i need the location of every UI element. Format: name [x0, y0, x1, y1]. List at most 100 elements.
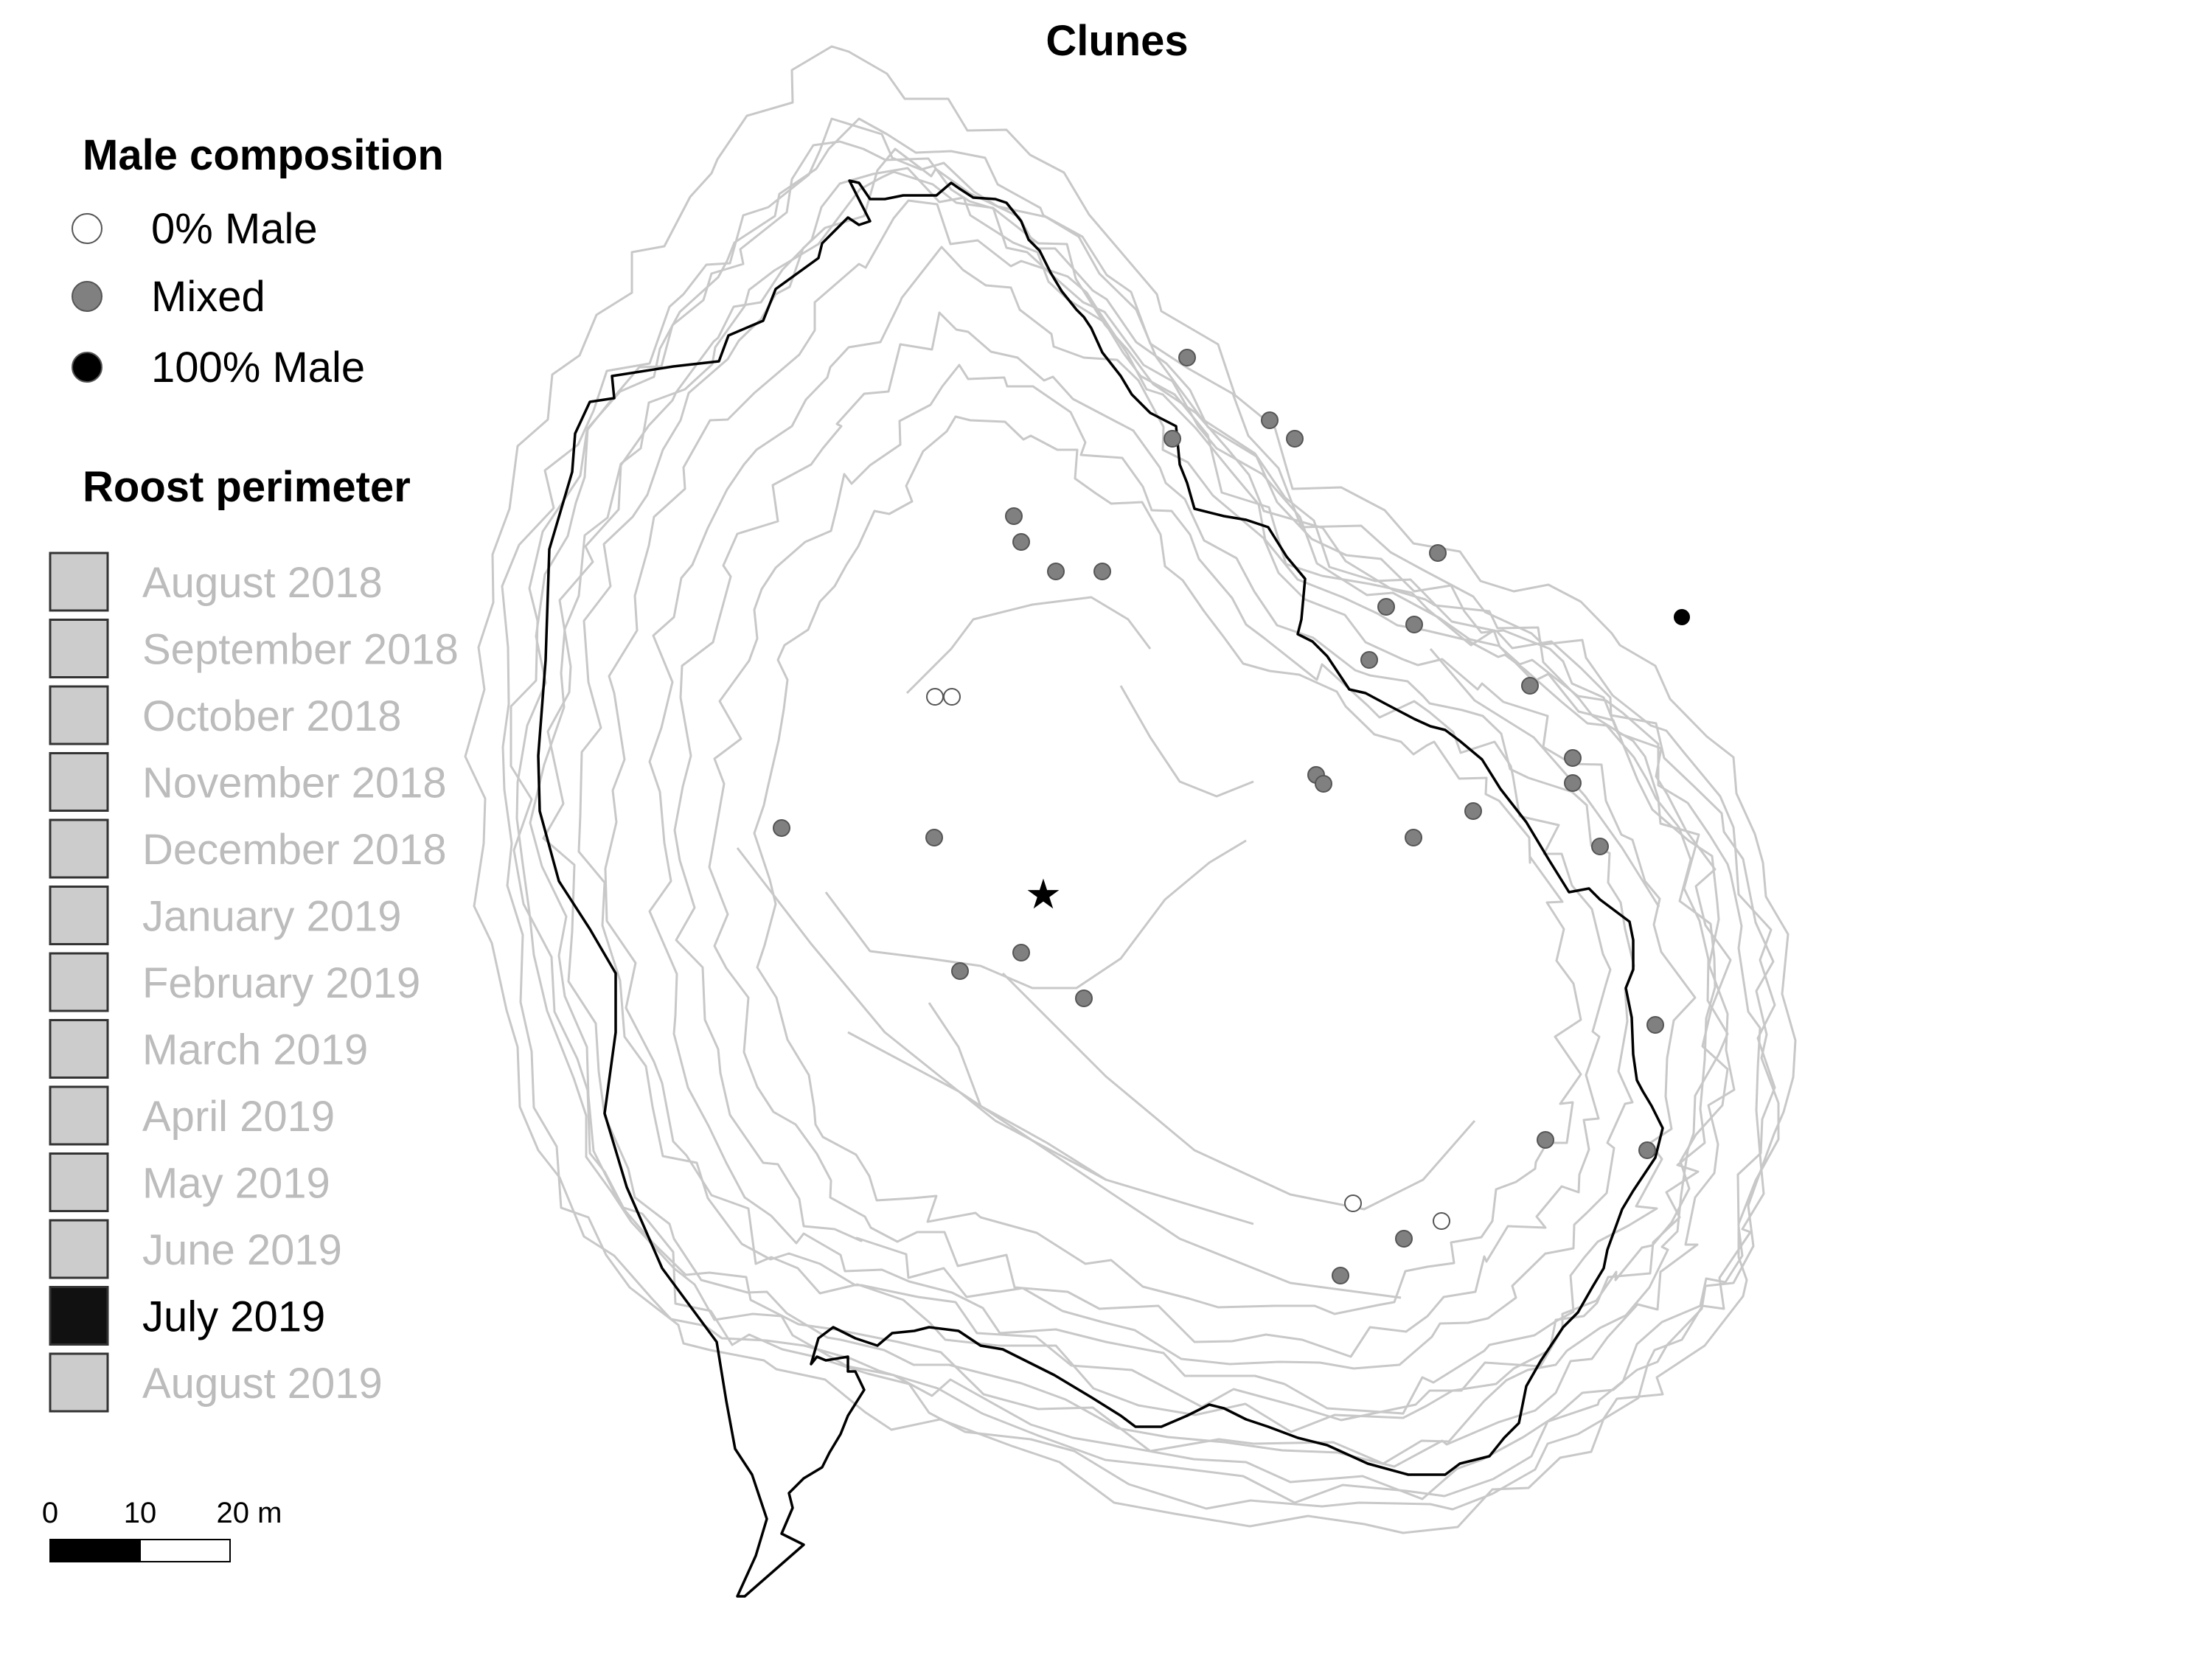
mixed-location-marker	[1537, 1131, 1554, 1149]
zero-male-location-marker	[926, 688, 944, 706]
legend-item-perimeter-8: April 2019	[49, 1085, 335, 1146]
mixed-location-marker	[1360, 651, 1378, 669]
legend-label-perimeter: April 2019	[142, 1093, 335, 1141]
legend-label-male: 100% Male	[151, 344, 365, 392]
perimeter-3	[604, 199, 1717, 1433]
legend-male-composition: Male composition 0% Male Mixed 100% Male	[72, 131, 444, 392]
scale-label-0: 0	[42, 1497, 58, 1529]
perimeter-inner-7	[1429, 648, 1660, 908]
perimeter-inner-3	[847, 1031, 1402, 1299]
scale-label-10: 10	[124, 1497, 157, 1529]
perimeter-inner-1	[905, 596, 1152, 695]
bat-locations	[773, 349, 1690, 1284]
zero-male-location-marker	[1433, 1212, 1450, 1230]
legend-swatch	[49, 619, 109, 678]
map-title: Clunes	[1046, 17, 1188, 65]
legend-swatch	[49, 1352, 109, 1413]
perimeter-1	[515, 117, 1776, 1500]
mixed-location-marker	[773, 819, 790, 837]
mixed-location-marker	[1286, 430, 1304, 448]
perimeter-2	[542, 167, 1736, 1468]
legend-item-perimeter-3: November 2018	[49, 752, 447, 812]
perimeter-inner-6	[928, 1002, 1107, 1181]
legend-item-perimeter-9: May 2019	[49, 1152, 330, 1212]
mixed-location-marker	[1093, 563, 1111, 580]
legend-label-perimeter: February 2019	[142, 959, 420, 1007]
all-male-location-marker	[1674, 609, 1690, 625]
legend-label-perimeter: March 2019	[142, 1026, 368, 1074]
mixed-location-marker	[1164, 430, 1181, 448]
mixed-location-marker	[1178, 349, 1196, 366]
legend-item-perimeter-10: June 2019	[49, 1219, 342, 1279]
mixed-location-marker	[951, 962, 969, 980]
mixed-location-marker	[1315, 775, 1332, 793]
mixed-location-marker	[1591, 838, 1609, 855]
legend-label-perimeter: June 2019	[142, 1226, 342, 1274]
perimeter-inner-4	[736, 847, 1254, 1225]
legend-swatch	[49, 886, 109, 945]
perimeter-july-2019	[537, 179, 1664, 1598]
perimeter-10	[529, 170, 1765, 1511]
scale-bar: 0 10 20 m	[42, 1497, 282, 1562]
perimeter-inner-5	[1119, 685, 1254, 798]
perimeter-inner-0	[824, 839, 1247, 990]
legend-label-perimeter: October 2018	[142, 692, 401, 740]
scale-bar-segment-black	[49, 1539, 141, 1562]
perimeter-8	[577, 147, 1732, 1422]
perimeter-11	[753, 415, 1582, 1315]
mixed-location-marker	[1005, 507, 1023, 525]
legend-roost-perimeter: Roost perimeter August 2018 September 201…	[49, 463, 459, 1413]
mixed-location-marker	[1646, 1016, 1664, 1034]
zero-male-location-marker	[1344, 1194, 1362, 1212]
legend-label-perimeter: September 2018	[142, 626, 459, 674]
mixed-location-marker	[1638, 1141, 1656, 1159]
legend-item-perimeter-12: August 2019	[49, 1352, 383, 1413]
legend-item-male-1: Mixed	[72, 273, 265, 321]
monthly-perimeters	[464, 45, 1797, 1534]
mixed-location-marker	[1405, 829, 1422, 846]
mixed-location-marker	[1261, 411, 1279, 429]
legend-circle-icon	[72, 213, 102, 244]
legend-swatch	[49, 1019, 109, 1079]
legend-label-perimeter: August 2018	[142, 559, 383, 607]
star-icon: ★	[1025, 871, 1062, 919]
legend-swatch	[49, 818, 109, 879]
legend-circle-icon	[72, 352, 102, 383]
legend-item-perimeter-5: January 2019	[49, 886, 401, 945]
mixed-location-marker	[1564, 749, 1582, 767]
legend-item-male-2: 100% Male	[72, 344, 365, 392]
perimeter-4	[501, 117, 1780, 1534]
legend-label-perimeter: January 2019	[142, 893, 401, 941]
mixed-location-marker	[925, 829, 943, 846]
legend-label-perimeter: July 2019	[142, 1293, 325, 1341]
legend-item-perimeter-2: October 2018	[49, 685, 401, 745]
legend-swatch	[49, 1219, 109, 1279]
legend-swatch	[49, 952, 109, 1012]
legend-item-perimeter-7: March 2019	[49, 1019, 368, 1079]
legend-label-perimeter: August 2019	[142, 1360, 383, 1408]
perimeter-inner-2	[1001, 972, 1476, 1211]
mixed-location-marker	[1464, 802, 1482, 820]
legend-swatch	[49, 1286, 109, 1346]
legend-swatch	[49, 1152, 109, 1212]
mixed-location-marker	[1521, 677, 1539, 695]
mixed-location-marker	[1012, 533, 1030, 551]
legend-item-male-0: 0% Male	[72, 205, 318, 253]
legend-item-perimeter-4: December 2018	[49, 818, 447, 879]
legend-swatch	[49, 552, 109, 612]
mixed-location-marker	[1332, 1267, 1349, 1284]
legend-label-perimeter: May 2019	[142, 1160, 330, 1208]
legend-item-perimeter-0: August 2018	[49, 552, 383, 612]
legend-item-perimeter-1: September 2018	[49, 619, 459, 678]
mixed-location-marker	[1395, 1230, 1413, 1248]
mixed-location-marker	[1429, 544, 1447, 562]
legend-swatch	[49, 752, 109, 812]
mixed-location-marker	[1564, 774, 1582, 792]
mixed-location-marker	[1012, 944, 1030, 961]
legend-label-male: 0% Male	[151, 205, 318, 253]
legend-label-perimeter: November 2018	[142, 759, 447, 807]
mixed-location-marker	[1047, 563, 1065, 580]
legend-label-male: Mixed	[151, 273, 265, 321]
scale-bar-segment-white	[139, 1539, 231, 1562]
